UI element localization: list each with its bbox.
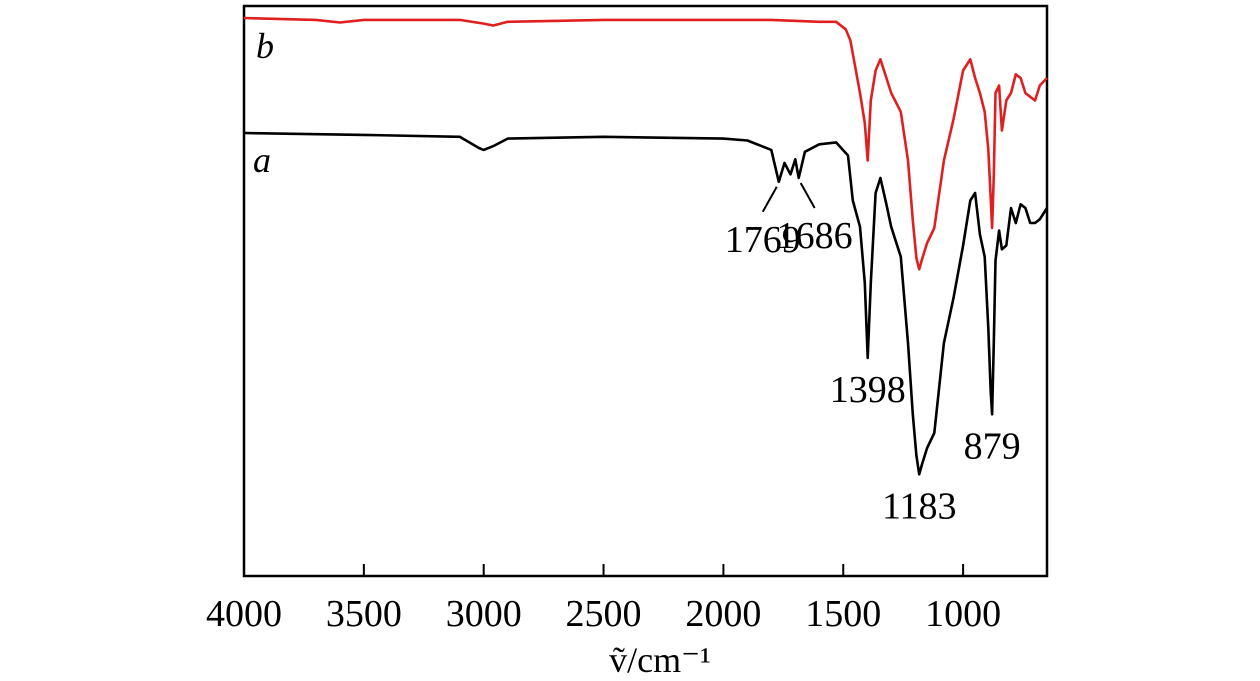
series-layer xyxy=(243,16,1049,476)
x-tick-label-3000: 3000 xyxy=(446,593,522,635)
x-axis-tick-labels: 4000 3500 3000 2500 2000 1500 1000 xyxy=(206,593,1001,635)
annotation-leader-1686 xyxy=(799,182,816,209)
series-b-line xyxy=(243,16,1048,271)
annotation-1769: 1769 xyxy=(725,219,801,261)
annotation-1183: 1183 xyxy=(882,485,957,527)
x-tick-label-2000: 2000 xyxy=(685,593,761,635)
curve-label-a: a xyxy=(253,140,271,180)
x-axis-title: ṽ/cm⁻¹ xyxy=(609,640,711,680)
curve-label-b: b xyxy=(256,26,274,66)
x-tick-label-1000: 1000 xyxy=(925,593,1001,635)
x-axis-ticks xyxy=(243,564,965,576)
plot-frame xyxy=(242,4,1049,578)
curve-labels: ab xyxy=(253,26,274,180)
annotation-1398: 1398 xyxy=(830,369,906,411)
series-a-line xyxy=(243,131,1049,476)
x-tick-label-4000: 4000 xyxy=(206,593,282,635)
x-tick-label-1500: 1500 xyxy=(805,593,881,635)
x-tick-label-2500: 2500 xyxy=(566,593,642,635)
annotation-879: 879 xyxy=(964,425,1021,467)
annotation-1686: 1686 xyxy=(777,215,853,257)
annotation-leader-1769 xyxy=(761,186,778,213)
x-tick-label-3500: 3500 xyxy=(326,593,402,635)
